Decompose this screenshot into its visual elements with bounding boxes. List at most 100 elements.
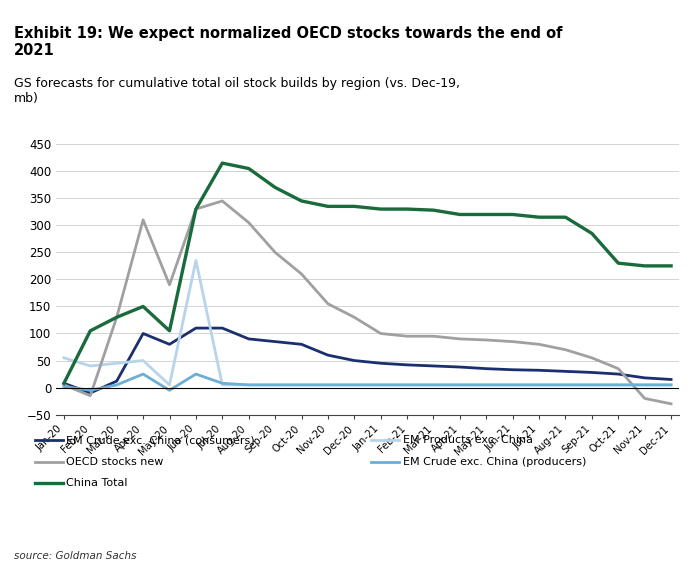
EM Crude exc. China (producers) [561,382,570,389]
EM Crude exc. China (consumers) [640,374,649,381]
China Total [667,262,676,269]
China Total [614,260,622,266]
EM Crude exc. China (consumers) [667,376,676,383]
Text: China Total: China Total [66,478,128,488]
OECD stocks new [456,336,464,343]
EM Products exc. China [86,362,94,369]
OECD stocks new [377,330,385,337]
EM Products exc. China [403,382,412,389]
China Total [298,198,306,204]
EM Crude exc. China (consumers) [139,330,147,337]
OECD stocks new [482,337,491,344]
China Total [429,207,438,214]
EM Crude exc. China (producers) [429,382,438,389]
EM Products exc. China [429,382,438,389]
EM Products exc. China [350,382,358,389]
OECD stocks new [244,219,253,226]
EM Crude exc. China (producers) [377,382,385,389]
EM Crude exc. China (producers) [350,382,358,389]
EM Products exc. China [588,382,596,389]
EM Products exc. China [614,382,622,389]
EM Products exc. China [244,382,253,389]
EM Crude exc. China (consumers) [60,380,68,387]
Text: EM Products exc. China: EM Products exc. China [402,435,533,445]
China Total [60,380,68,387]
OECD stocks new [640,395,649,402]
EM Crude exc. China (consumers) [403,361,412,368]
OECD stocks new [588,354,596,361]
China Total [640,262,649,269]
EM Products exc. China [139,357,147,364]
OECD stocks new [535,341,543,348]
EM Crude exc. China (consumers) [298,341,306,348]
OECD stocks new [350,314,358,321]
EM Crude exc. China (producers) [640,382,649,389]
China Total [588,230,596,237]
China Total [508,211,517,218]
EM Products exc. China [192,257,200,264]
Line: China Total: China Total [64,163,671,383]
EM Crude exc. China (producers) [588,382,596,389]
OECD stocks new [60,382,68,389]
Line: EM Crude exc. China (producers): EM Crude exc. China (producers) [64,374,671,390]
EM Products exc. China [113,360,121,367]
Line: EM Crude exc. China (consumers): EM Crude exc. China (consumers) [64,328,671,393]
EM Products exc. China [323,382,332,389]
EM Crude exc. China (producers) [614,382,622,389]
EM Crude exc. China (producers) [482,382,491,389]
OECD stocks new [139,216,147,223]
EM Crude exc. China (producers) [508,382,517,389]
China Total [271,184,279,191]
China Total [139,303,147,310]
Text: OECD stocks new: OECD stocks new [66,457,164,467]
Text: EM Crude exc. China (consumers): EM Crude exc. China (consumers) [66,435,255,445]
OECD stocks new [113,314,121,321]
China Total [350,203,358,210]
EM Products exc. China [377,382,385,389]
EM Crude exc. China (producers) [535,382,543,389]
EM Crude exc. China (producers) [244,382,253,389]
EM Crude exc. China (consumers) [192,325,200,332]
China Total [218,160,227,166]
OECD stocks new [429,333,438,340]
China Total [561,214,570,220]
OECD stocks new [323,300,332,307]
China Total [482,211,491,218]
EM Crude exc. China (producers) [60,383,68,390]
EM Products exc. China [535,382,543,389]
Line: EM Products exc. China: EM Products exc. China [64,261,671,385]
OECD stocks new [561,346,570,353]
EM Crude exc. China (consumers) [508,366,517,373]
EM Crude exc. China (producers) [139,371,147,378]
OECD stocks new [218,198,227,204]
China Total [113,314,121,321]
EM Products exc. China [218,382,227,389]
EM Crude exc. China (consumers) [350,357,358,364]
OECD stocks new [667,400,676,407]
Line: OECD stocks new: OECD stocks new [64,201,671,404]
EM Crude exc. China (consumers) [377,360,385,367]
EM Products exc. China [508,382,517,389]
OECD stocks new [614,365,622,372]
EM Crude exc. China (consumers) [482,365,491,372]
EM Crude exc. China (consumers) [561,368,570,375]
China Total [403,206,412,212]
EM Crude exc. China (consumers) [244,336,253,343]
EM Products exc. China [456,382,464,389]
OECD stocks new [403,333,412,340]
EM Crude exc. China (consumers) [113,378,121,385]
China Total [192,206,200,212]
EM Crude exc. China (producers) [298,382,306,389]
EM Crude exc. China (producers) [667,382,676,389]
China Total [244,165,253,172]
OECD stocks new [298,270,306,277]
EM Crude exc. China (producers) [271,382,279,389]
Text: Exhibit 19: We expect normalized OECD stocks towards the end of
2021: Exhibit 19: We expect normalized OECD st… [14,26,563,58]
EM Products exc. China [667,382,676,389]
EM Crude exc. China (consumers) [535,367,543,374]
China Total [377,206,385,212]
OECD stocks new [165,281,174,288]
Text: GS forecasts for cumulative total oil stock builds by region (vs. Dec-19,
mb): GS forecasts for cumulative total oil st… [14,77,460,105]
OECD stocks new [508,338,517,345]
EM Crude exc. China (consumers) [323,352,332,358]
